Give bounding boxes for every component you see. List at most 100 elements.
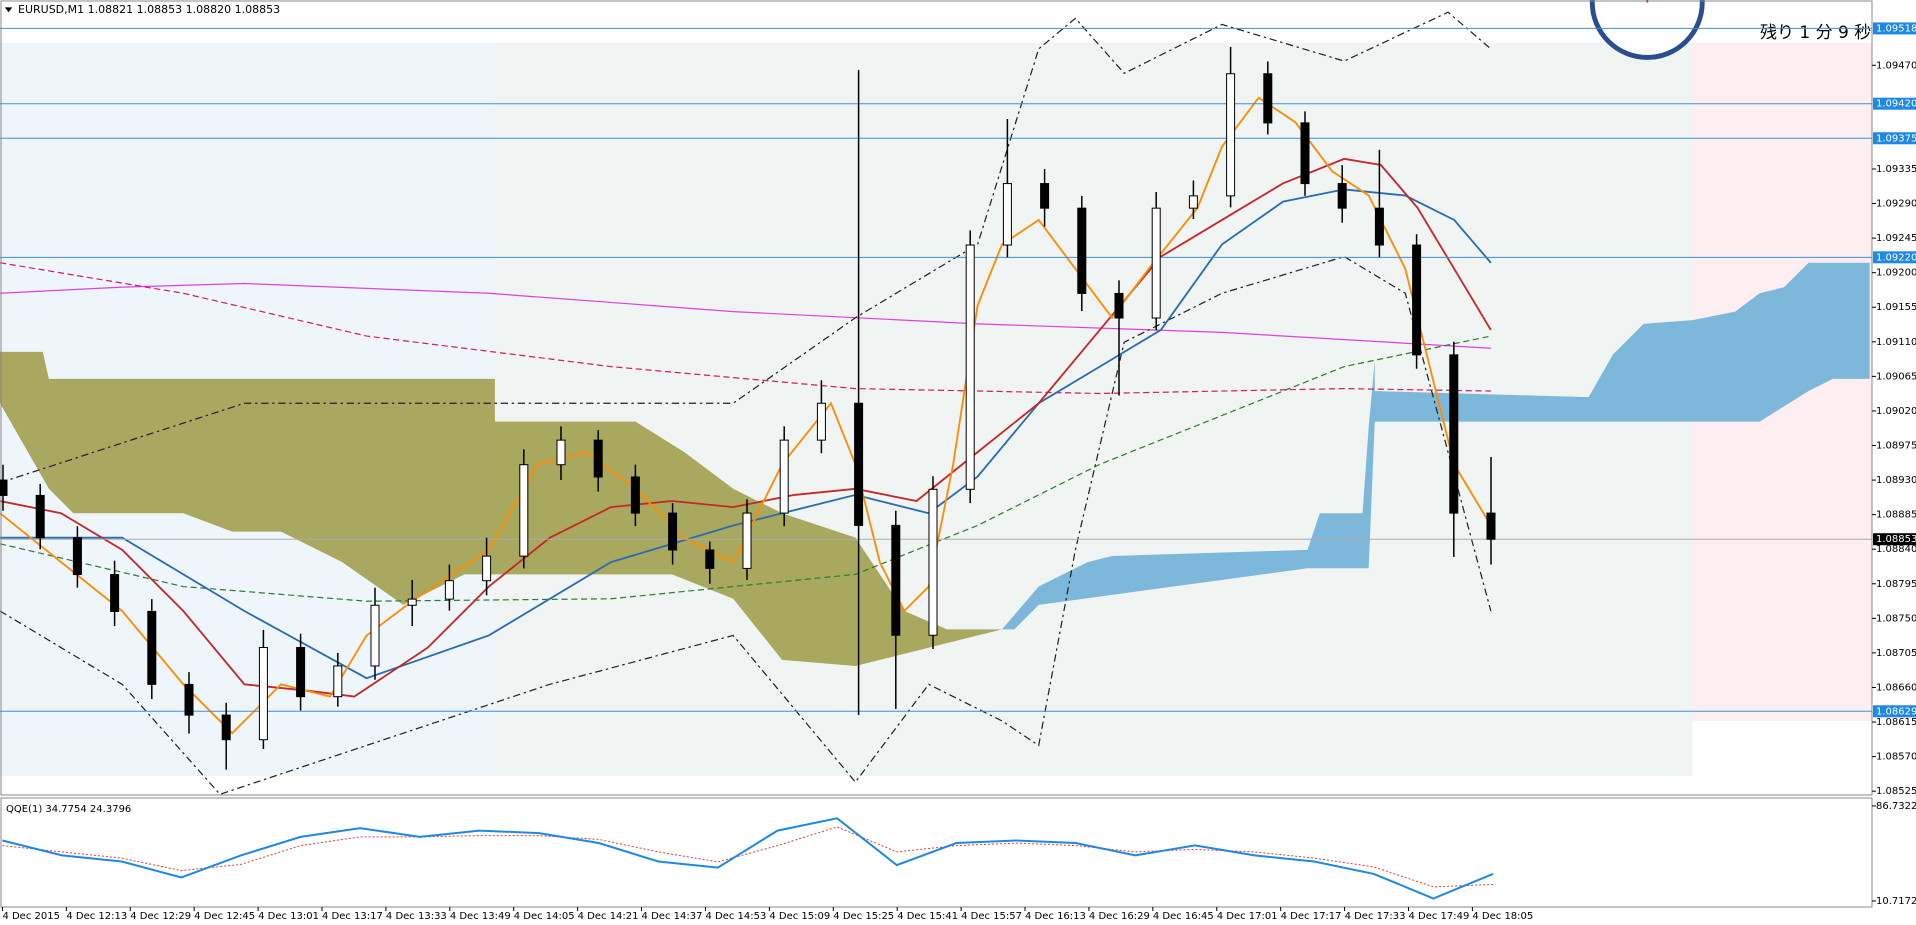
candle-body [1486, 512, 1496, 540]
x-tick-label: 4 Dec 15:41 [897, 911, 958, 922]
x-tick-label: 4 Dec 17:17 [1281, 911, 1342, 922]
y-tick-label: 1.08615 [1876, 717, 1916, 728]
y-tick-label: 86.7322 [1876, 801, 1916, 812]
y-tick-label: 1.09200 [1876, 268, 1916, 279]
candle-body [444, 580, 454, 600]
current-price-bg [1873, 533, 1916, 546]
level-label: 1.09518 [1876, 23, 1916, 34]
y-tick-label: 1.08975 [1876, 441, 1916, 452]
candle-body [1114, 292, 1124, 319]
x-tick-label: 4 Dec 16:45 [1153, 911, 1214, 922]
candle-body [72, 537, 82, 576]
level-label-bg [1873, 132, 1916, 145]
candle-body [891, 524, 901, 636]
y-tick-label: 1.08660 [1876, 682, 1916, 693]
candle-body [1374, 207, 1384, 246]
candle-body [1300, 122, 1310, 185]
chart-header: EURUSD,M1 1.08821 1.08853 1.08820 1.0885… [18, 3, 280, 16]
level-label: 1.09420 [1876, 99, 1916, 110]
level-label: 1.09375 [1876, 133, 1916, 144]
y-tick-label: 1.08795 [1876, 579, 1916, 590]
y-tick-label: 10.7172 [1876, 896, 1916, 907]
level-label: 1.09220 [1876, 252, 1916, 263]
y-tick-label: 1.09470 [1876, 60, 1916, 71]
x-tick-label: 4 Dec 14:53 [705, 911, 766, 922]
candle-body [965, 244, 975, 490]
level-label-bg [1873, 22, 1916, 35]
x-tick-label: 4 Dec 13:17 [322, 911, 383, 922]
ma-line [0, 282, 1491, 349]
decor [0, 0, 1873, 796]
level-label-bg [1873, 97, 1916, 110]
qqe-line [2, 817, 1494, 900]
y-tick-label: 1.08525 [1876, 786, 1916, 797]
y-tick-label: 1.08750 [1876, 613, 1916, 624]
x-tick-label: 4 Dec 17:33 [1345, 911, 1406, 922]
x-tick-label: 4 Dec 16:29 [1089, 911, 1150, 922]
candle-body [184, 683, 194, 716]
y-tick-label: 1.08930 [1876, 475, 1916, 486]
main-panel [0, 0, 1873, 796]
candle-body [333, 665, 343, 698]
x-tick-label: 4 Dec 2015 [2, 911, 60, 922]
candle-body [556, 439, 566, 466]
candle-body [1449, 354, 1459, 514]
candle-body [1263, 73, 1273, 124]
candle-body [110, 574, 120, 612]
qqe-panel [0, 797, 1873, 908]
x-tick-label: 4 Dec 12:29 [130, 911, 191, 922]
y-tick-label: 1.09155 [1876, 302, 1916, 313]
candle-body [1188, 195, 1198, 209]
x-tick-label: 4 Dec 15:09 [769, 911, 830, 922]
candle-body [1337, 183, 1347, 209]
x-tick-label: 4 Dec 17:49 [1408, 911, 1469, 922]
x-tick-label: 4 Dec 15:57 [961, 911, 1022, 922]
x-tick-label: 4 Dec 16:13 [1025, 911, 1086, 922]
countdown: 残り 1 分 9 秒 [1760, 23, 1871, 43]
ma-line [0, 262, 1491, 395]
level-label: 1.08629 [1876, 706, 1916, 717]
candle-body [407, 598, 417, 606]
x-tick-label: 4 Dec 12:13 [66, 911, 127, 922]
y-tick-label: 1.09110 [1876, 337, 1916, 348]
y-tick-label: 1.08705 [1876, 648, 1916, 659]
candle-body [35, 494, 45, 539]
x-tick-label: 4 Dec 14:37 [642, 911, 703, 922]
x-tick-label: 4 Dec 12:45 [194, 911, 255, 922]
x-tick-label: 4 Dec 15:25 [833, 911, 894, 922]
bollinger [0, 255, 1492, 796]
x-tick-label: 4 Dec 18:05 [1472, 911, 1533, 922]
candle-body [1077, 207, 1087, 294]
candle-body [147, 610, 157, 685]
y-tick-label: 1.09020 [1876, 406, 1916, 417]
candle-body [705, 549, 715, 569]
candle-body [1040, 183, 1050, 209]
cloud [1002, 262, 1870, 630]
x-tick-label: 4 Dec 13:33 [386, 911, 447, 922]
x-tick-label: 4 Dec 14:05 [514, 911, 575, 922]
candle-body [668, 512, 678, 551]
menu-icon[interactable] [4, 7, 13, 13]
candle-body [519, 464, 529, 557]
bollinger [0, 11, 1492, 484]
candle-body [1226, 73, 1236, 197]
candle-body [370, 604, 380, 667]
candle-body [779, 439, 789, 514]
y-tick-label: 1.09245 [1876, 233, 1916, 244]
candle-body [816, 402, 826, 441]
candle-body [482, 555, 492, 582]
qqe-title: QQE(1) 34.7754 24.3796 [6, 804, 131, 815]
y-tick-label: 1.09335 [1876, 164, 1916, 175]
candle-body [742, 512, 752, 569]
current-price-label: 1.08853 [1876, 534, 1916, 545]
x-tick-label: 4 Dec 13:01 [258, 911, 319, 922]
candle-body [0, 479, 8, 496]
candle-body [1151, 207, 1161, 319]
level-label-bg [1873, 705, 1916, 718]
cloud [0, 351, 1003, 666]
candle-body [296, 647, 306, 698]
x-tick-label: 4 Dec 17:01 [1217, 911, 1278, 922]
candle-body [1002, 183, 1012, 246]
